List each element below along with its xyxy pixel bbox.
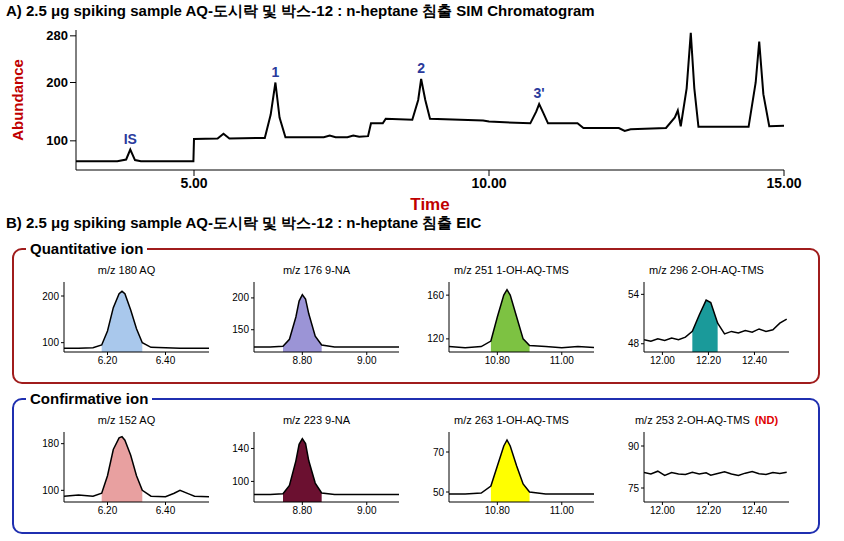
html-text:B) 2.5 μg spiking sample AQ-도시: B) 2.5 μg spiking sample AQ-도시락 및 박스-12 … [6, 214, 482, 231]
svg-text:5.00: 5.00 [180, 175, 207, 191]
svg-text:100: 100 [42, 485, 59, 496]
svg-text:10.80: 10.80 [485, 355, 510, 366]
svg-text:1: 1 [272, 64, 280, 80]
html-text:m/z 180 AQ: m/z 180 AQ [97, 264, 156, 276]
svg-text:12.20: 12.20 [696, 505, 721, 516]
svg-text:100: 100 [232, 476, 249, 487]
svg-text:180: 180 [42, 438, 59, 449]
svg-text:12.40: 12.40 [742, 505, 767, 516]
svg-text:200: 200 [232, 292, 249, 303]
svg-text:54: 54 [628, 289, 640, 300]
svg-text:2: 2 [417, 60, 425, 76]
svg-text:3': 3' [534, 85, 545, 101]
svg-text:100: 100 [42, 337, 59, 348]
svg-text:160: 160 [427, 290, 444, 301]
html-text:m/z 223 9-NA: m/z 223 9-NA [282, 414, 351, 426]
svg-text:9.00: 9.00 [357, 355, 377, 366]
svg-text:9.00: 9.00 [357, 505, 377, 516]
svg-text:75: 75 [628, 483, 640, 494]
svg-text:50: 50 [433, 487, 445, 498]
svg-text:100: 100 [46, 133, 68, 148]
svg-text:200: 200 [46, 75, 68, 90]
svg-text:200: 200 [42, 291, 59, 302]
svg-text:90: 90 [628, 441, 640, 452]
html-text:m/z 152 AQ: m/z 152 AQ [97, 414, 156, 426]
svg-text:12.00: 12.00 [650, 505, 675, 516]
svg-text:15.00: 15.00 [766, 175, 801, 191]
svg-text:10.80: 10.80 [485, 505, 510, 516]
html-text:m/z 263 1-OH-AQ-TMS: m/z 263 1-OH-AQ-TMS [454, 414, 569, 426]
svg-text:280: 280 [46, 28, 68, 43]
svg-text:6.20: 6.20 [98, 505, 118, 516]
html-text:Quantitative ion: Quantitative ion [30, 240, 144, 257]
svg-text:8.80: 8.80 [293, 355, 313, 366]
svg-text:140: 140 [232, 443, 249, 454]
html-text:m/z 176 9-NA: m/z 176 9-NA [282, 264, 351, 276]
svg-text:150: 150 [232, 324, 249, 335]
svg-text:Time: Time [410, 195, 449, 214]
html-text:m/z 296 2-OH-AQ-TMS: m/z 296 2-OH-AQ-TMS [649, 264, 764, 276]
html-text:m/z 253 2-OH-AQ-TMS (ND): m/z 253 2-OH-AQ-TMS (ND) [634, 414, 779, 426]
svg-text:IS: IS [124, 131, 137, 147]
svg-text:12.40: 12.40 [742, 355, 767, 366]
html-text:Confirmative ion: Confirmative ion [30, 390, 149, 407]
svg-text:10.00: 10.00 [471, 175, 506, 191]
svg-text:12.20: 12.20 [696, 355, 721, 366]
html-text:A) 2.5 μg spiking sample AQ-도시: A) 2.5 μg spiking sample AQ-도시락 및 박스-12 … [6, 2, 595, 19]
svg-text:70: 70 [433, 447, 445, 458]
svg-text:Abundance: Abundance [9, 59, 26, 141]
svg-text:120: 120 [427, 333, 444, 344]
svg-text:6.20: 6.20 [98, 355, 118, 366]
html-text:m/z 251 1-OH-AQ-TMS: m/z 251 1-OH-AQ-TMS [454, 264, 569, 276]
svg-text:8.80: 8.80 [293, 505, 313, 516]
svg-text:11.00: 11.00 [550, 505, 575, 516]
svg-text:6.40: 6.40 [156, 355, 176, 366]
svg-text:12.00: 12.00 [650, 355, 675, 366]
svg-text:48: 48 [628, 338, 640, 349]
svg-text:11.00: 11.00 [550, 355, 575, 366]
svg-text:6.40: 6.40 [156, 505, 176, 516]
